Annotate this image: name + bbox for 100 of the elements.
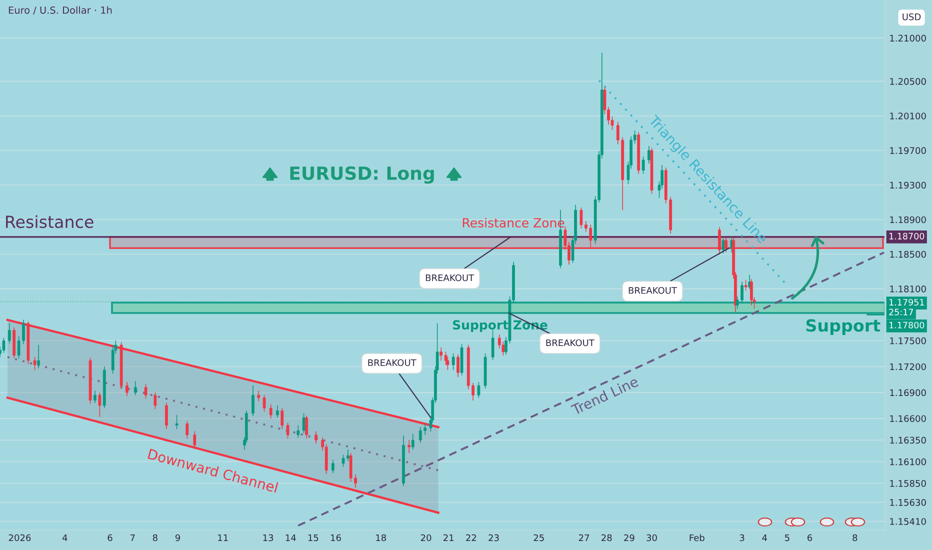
y-tick-label: 1.17500 [890,337,926,344]
x-tick-label: 20 [420,534,432,542]
candlestick [37,344,40,369]
candlestick [120,342,123,390]
x-tick-label: 9 [175,534,180,542]
x-tick-label: 3 [740,534,744,542]
x-tick-label: 14 [286,534,296,542]
y-axis-title: USD [902,13,921,20]
candlestick [460,344,464,376]
candlestick [126,382,128,396]
candlestick [748,274,751,289]
x-tick-label: 6 [108,534,112,542]
x-tick-label: 27 [578,534,590,542]
x-tick-label: 28 [602,534,612,542]
y-tick-label: 1.16600 [890,415,926,422]
y-tick-label: 1.18100 [890,286,926,292]
annotation: Resistance [6,215,94,228]
y-tick-label: 1.18900 [890,216,926,224]
candlestick [102,366,106,408]
candlestick [12,327,16,358]
candlestick [175,414,178,430]
x-tick-label: 8 [852,534,858,542]
candlestick [642,156,645,174]
candlestick [408,440,411,454]
x-tick-label: 13 [263,534,274,542]
y-tick-label: 1.21000 [890,34,926,42]
x-tick-label: 11 [218,534,228,542]
y-tick-label: 1.18500 [890,250,926,258]
x-tick-label: 8 [152,534,158,542]
x-tick-label: 15 [308,534,318,542]
candlestick [402,436,405,486]
candlestick [296,425,300,438]
y-tick-label: 1.17200 [890,363,926,370]
candlestick [484,353,487,388]
candlestick [722,236,725,254]
annotation: BREAKOUT [546,339,594,346]
legend-label: 1.17800 [890,322,924,328]
y-tick-label: 1.19700 [890,147,926,154]
candlestick [637,132,640,174]
candlestick [280,408,284,430]
y-tick-label: 1.16900 [890,389,926,396]
candlestick [276,405,279,418]
ref-line-label: 1.18700 [890,232,924,240]
y-tick-label: 1.16100 [890,458,926,466]
candlestick [411,434,414,450]
y-tick-label: 1.20100 [890,112,926,120]
text: 25:17 [889,308,914,316]
candlestick [491,330,494,360]
candlestick [269,404,272,419]
x-tick-label: 30 [646,534,657,542]
x-tick-label: 25 [534,534,544,542]
candlestick [165,402,168,430]
y-tick-label: 1.16350 [890,436,926,444]
candlestick [26,321,30,364]
text: Euro / U.S. Dollar · 1h [8,6,112,15]
ref-line-label: 1.17951 [890,298,924,306]
annotation: BREAKOUT [368,359,416,366]
y-tick-label: 1.15630 [890,499,926,506]
x-tick-label: 21 [444,534,454,542]
candlestick [252,385,254,416]
candlestick [286,422,290,439]
x-tick-label: Feb [690,534,704,542]
candlestick [88,358,92,404]
annotation: BREAKOUT [426,274,474,282]
candlestick [648,146,650,164]
candlestick [111,344,114,374]
candlestick [744,280,748,291]
candlestick [452,353,455,370]
x-tick-label: 22 [466,534,476,542]
candlestick [302,413,306,434]
candlestick [314,431,318,444]
x-tick-label: 4 [762,534,767,542]
annotation: BREAKOUT [628,286,678,294]
y-tick-label: 1.15410 [890,518,926,525]
candlestick [257,390,260,402]
x-tick-label: 2026 [8,534,31,542]
candlestick [154,392,157,410]
candlestick [305,416,308,439]
candlestick [456,354,460,378]
x-tick-label: 5 [785,534,790,542]
candlestick [144,384,148,399]
candlestick [262,394,266,412]
x-tick-label: 6 [808,534,812,542]
text: EURUSD: Long [290,166,434,184]
candlestick [186,420,189,439]
y-tick-label: 1.20500 [890,78,926,85]
y-tick-label: 1.19300 [890,182,926,189]
x-tick-label: 18 [376,534,386,542]
candlestick [477,382,480,398]
y-tick-label: 1.15850 [890,480,926,487]
candlestick [98,392,102,417]
candlestick [750,279,753,306]
candlestick [332,460,334,474]
candlestick [193,431,196,449]
x-tick-label: 4 [62,534,68,542]
x-tick-label: 16 [331,534,341,542]
candlestick [94,390,96,404]
candlestick [134,381,137,396]
candlestick [8,323,11,344]
candlestick [33,356,36,370]
